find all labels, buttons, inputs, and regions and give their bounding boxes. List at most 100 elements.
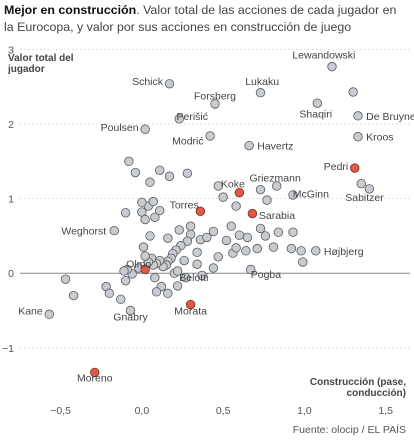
data-point-schick	[164, 79, 175, 89]
data-point	[255, 223, 266, 234]
point-label-kane: Kane	[18, 306, 43, 318]
data-point-havertz	[244, 140, 254, 151]
data-point	[140, 251, 150, 261]
data-point	[241, 246, 251, 256]
x-tick-label: 0,0	[135, 405, 150, 417]
data-point	[119, 266, 129, 276]
data-point	[151, 287, 162, 297]
data-point-pedri	[350, 163, 360, 173]
data-point	[273, 227, 284, 237]
data-point	[202, 232, 212, 243]
point-label-mcginn: McGinn	[293, 188, 329, 200]
point-label-griezmann: Griezmann	[249, 173, 301, 185]
data-point	[255, 184, 266, 195]
data-point-morata	[185, 299, 196, 310]
data-point	[260, 231, 271, 241]
data-point	[120, 208, 131, 218]
point-label-belotti: Belotti	[179, 272, 208, 284]
point-label-perišić: Perišić	[176, 111, 208, 123]
point-label-de bruyne: De Bruyne	[366, 111, 414, 123]
data-point-gnabry	[125, 305, 136, 316]
data-point-koke	[234, 187, 245, 198]
data-point	[208, 226, 219, 237]
grid-lines	[20, 49, 410, 349]
point-label-modrić: Modrić	[172, 135, 204, 147]
data-point	[150, 272, 160, 283]
data-point	[356, 179, 366, 189]
y-tick-label: 3	[8, 44, 14, 56]
data-point	[182, 236, 193, 246]
data-point	[145, 177, 155, 187]
data-point-lewandowski	[327, 61, 337, 72]
point-label-koke: Koke	[221, 179, 245, 191]
data-point	[231, 201, 241, 211]
point-label-weghorst: Weghorst	[61, 226, 106, 238]
point-label-gnabry: Gnabry	[113, 311, 148, 323]
data-point	[192, 247, 202, 258]
data-point-kane	[44, 309, 54, 319]
data-point	[298, 257, 308, 267]
data-point-torres	[195, 206, 206, 217]
y-tick-label: 0	[8, 268, 14, 280]
data-point	[140, 214, 150, 225]
data-point	[68, 290, 79, 301]
data-point	[296, 246, 306, 256]
point-label-morata: Morata	[174, 306, 207, 318]
point-label-poulsen: Poulsen	[101, 122, 139, 134]
data-point	[252, 243, 262, 254]
data-point	[197, 270, 207, 281]
data-point-forsberg	[210, 99, 220, 109]
chart-title-bold: Mejor en construcción	[4, 3, 137, 17]
point-labels: Lewandowski Lukaku Schick Forsberg Shaqiri De…	[18, 50, 414, 385]
data-point-lukaku	[255, 88, 266, 98]
data-point-griezmann	[272, 181, 282, 191]
data-point	[226, 221, 236, 231]
data-point	[138, 242, 149, 252]
point-label-pedri: Pedri	[324, 161, 349, 173]
axis-ticks: −1 0 1 2 3 −0,5 0,0 0,5 1,0 1,5	[2, 44, 393, 417]
data-point-de bruyne	[353, 111, 363, 121]
point-label-schick: Schick	[132, 76, 164, 88]
point-label-olmo: Olmo	[126, 259, 151, 271]
point-label-forsberg: Forsberg	[194, 91, 236, 103]
data-point	[124, 156, 134, 167]
data-point-shaqiri	[312, 98, 323, 108]
data-point-højbjerg	[311, 246, 321, 256]
data-point-poulsen	[140, 124, 150, 134]
data-point	[174, 225, 184, 235]
data-point	[262, 195, 272, 205]
point-label-lukaku: Lukaku	[245, 76, 279, 88]
data-point	[155, 205, 165, 216]
data-point-perišić	[174, 114, 184, 124]
y-axis-label-line1: Valor total del	[8, 53, 74, 64]
data-point	[185, 221, 196, 231]
data-point	[348, 87, 358, 97]
data-point-sarabia	[247, 208, 258, 219]
data-point	[181, 272, 191, 283]
data-point	[213, 181, 223, 191]
x-tick-label: 1,0	[297, 405, 312, 417]
point-label-kroos: Kroos	[366, 132, 393, 144]
y-axis-label-line2: jugador	[7, 64, 45, 75]
chart-title-rest: . Valor total de las acciones de cada ju…	[4, 3, 397, 34]
y-tick-label: 2	[8, 119, 14, 131]
data-point-belotti	[172, 266, 183, 276]
point-label-højbjerg: Højbjerg	[324, 246, 364, 258]
chart-title: Mejor en construcción. Valor total de la…	[4, 2, 408, 36]
data-point	[130, 167, 141, 178]
data-points	[44, 61, 375, 378]
data-point	[172, 281, 183, 291]
data-point	[234, 230, 245, 240]
x-tick-label: 0,5	[216, 405, 231, 417]
data-point	[148, 196, 158, 207]
point-label-sarabia: Sarabia	[259, 210, 295, 222]
x-tick-label: −0,5	[50, 405, 71, 417]
y-tick-label: −1	[2, 343, 14, 355]
point-label-torres: Torres	[170, 200, 199, 212]
data-point	[218, 192, 228, 202]
data-point	[163, 233, 173, 243]
data-point	[179, 255, 189, 266]
point-label-moreno: Moreno	[77, 373, 113, 385]
data-point	[286, 243, 297, 254]
